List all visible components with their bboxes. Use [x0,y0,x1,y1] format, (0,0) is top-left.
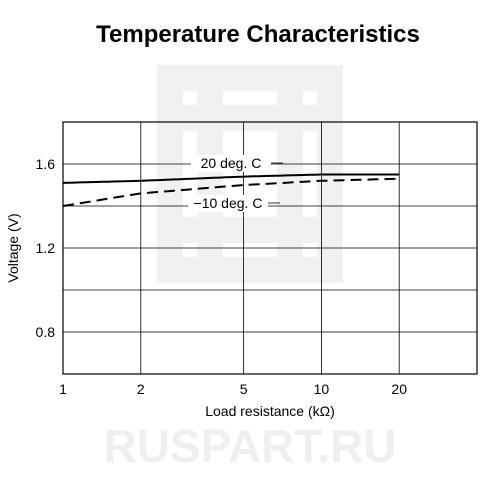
series-label-bg [191,155,271,172]
series-line-minus10c [62,177,400,207]
x-axis-label: Load resistance (kΩ) [205,403,335,419]
watermark-text: RUSPART.RU [103,420,396,472]
series-label-bg [188,195,268,212]
y-tick-label: 1.6 [36,156,56,172]
x-tick-label: 1 [59,381,67,397]
plot-frame [62,121,478,375]
chart-title: Temperature Characteristics [96,21,420,48]
x-tick-label: 10 [314,381,330,397]
series-label: 20 deg. C [201,155,262,171]
y-tick-labels: 0.8 1.2 1.6 [36,156,56,340]
series-label: −10 deg. C [194,195,263,211]
y-tick-label: 1.2 [36,240,56,256]
watermark: RUSPART.RU [103,65,397,472]
x-tick-label: 20 [391,381,407,397]
y-axis-label: Voltage (V) [5,213,21,282]
y-tick-label: 0.8 [36,324,56,340]
x-tick-labels: 1 2 5 10 20 [59,381,407,397]
x-tick-label: 5 [240,381,248,397]
series-lines [62,173,400,207]
x-tick-label: 2 [137,381,145,397]
watermark-logo [157,65,343,283]
series-line-20c [62,173,400,184]
series-labels: 20 deg. C −10 deg. C [188,155,283,212]
